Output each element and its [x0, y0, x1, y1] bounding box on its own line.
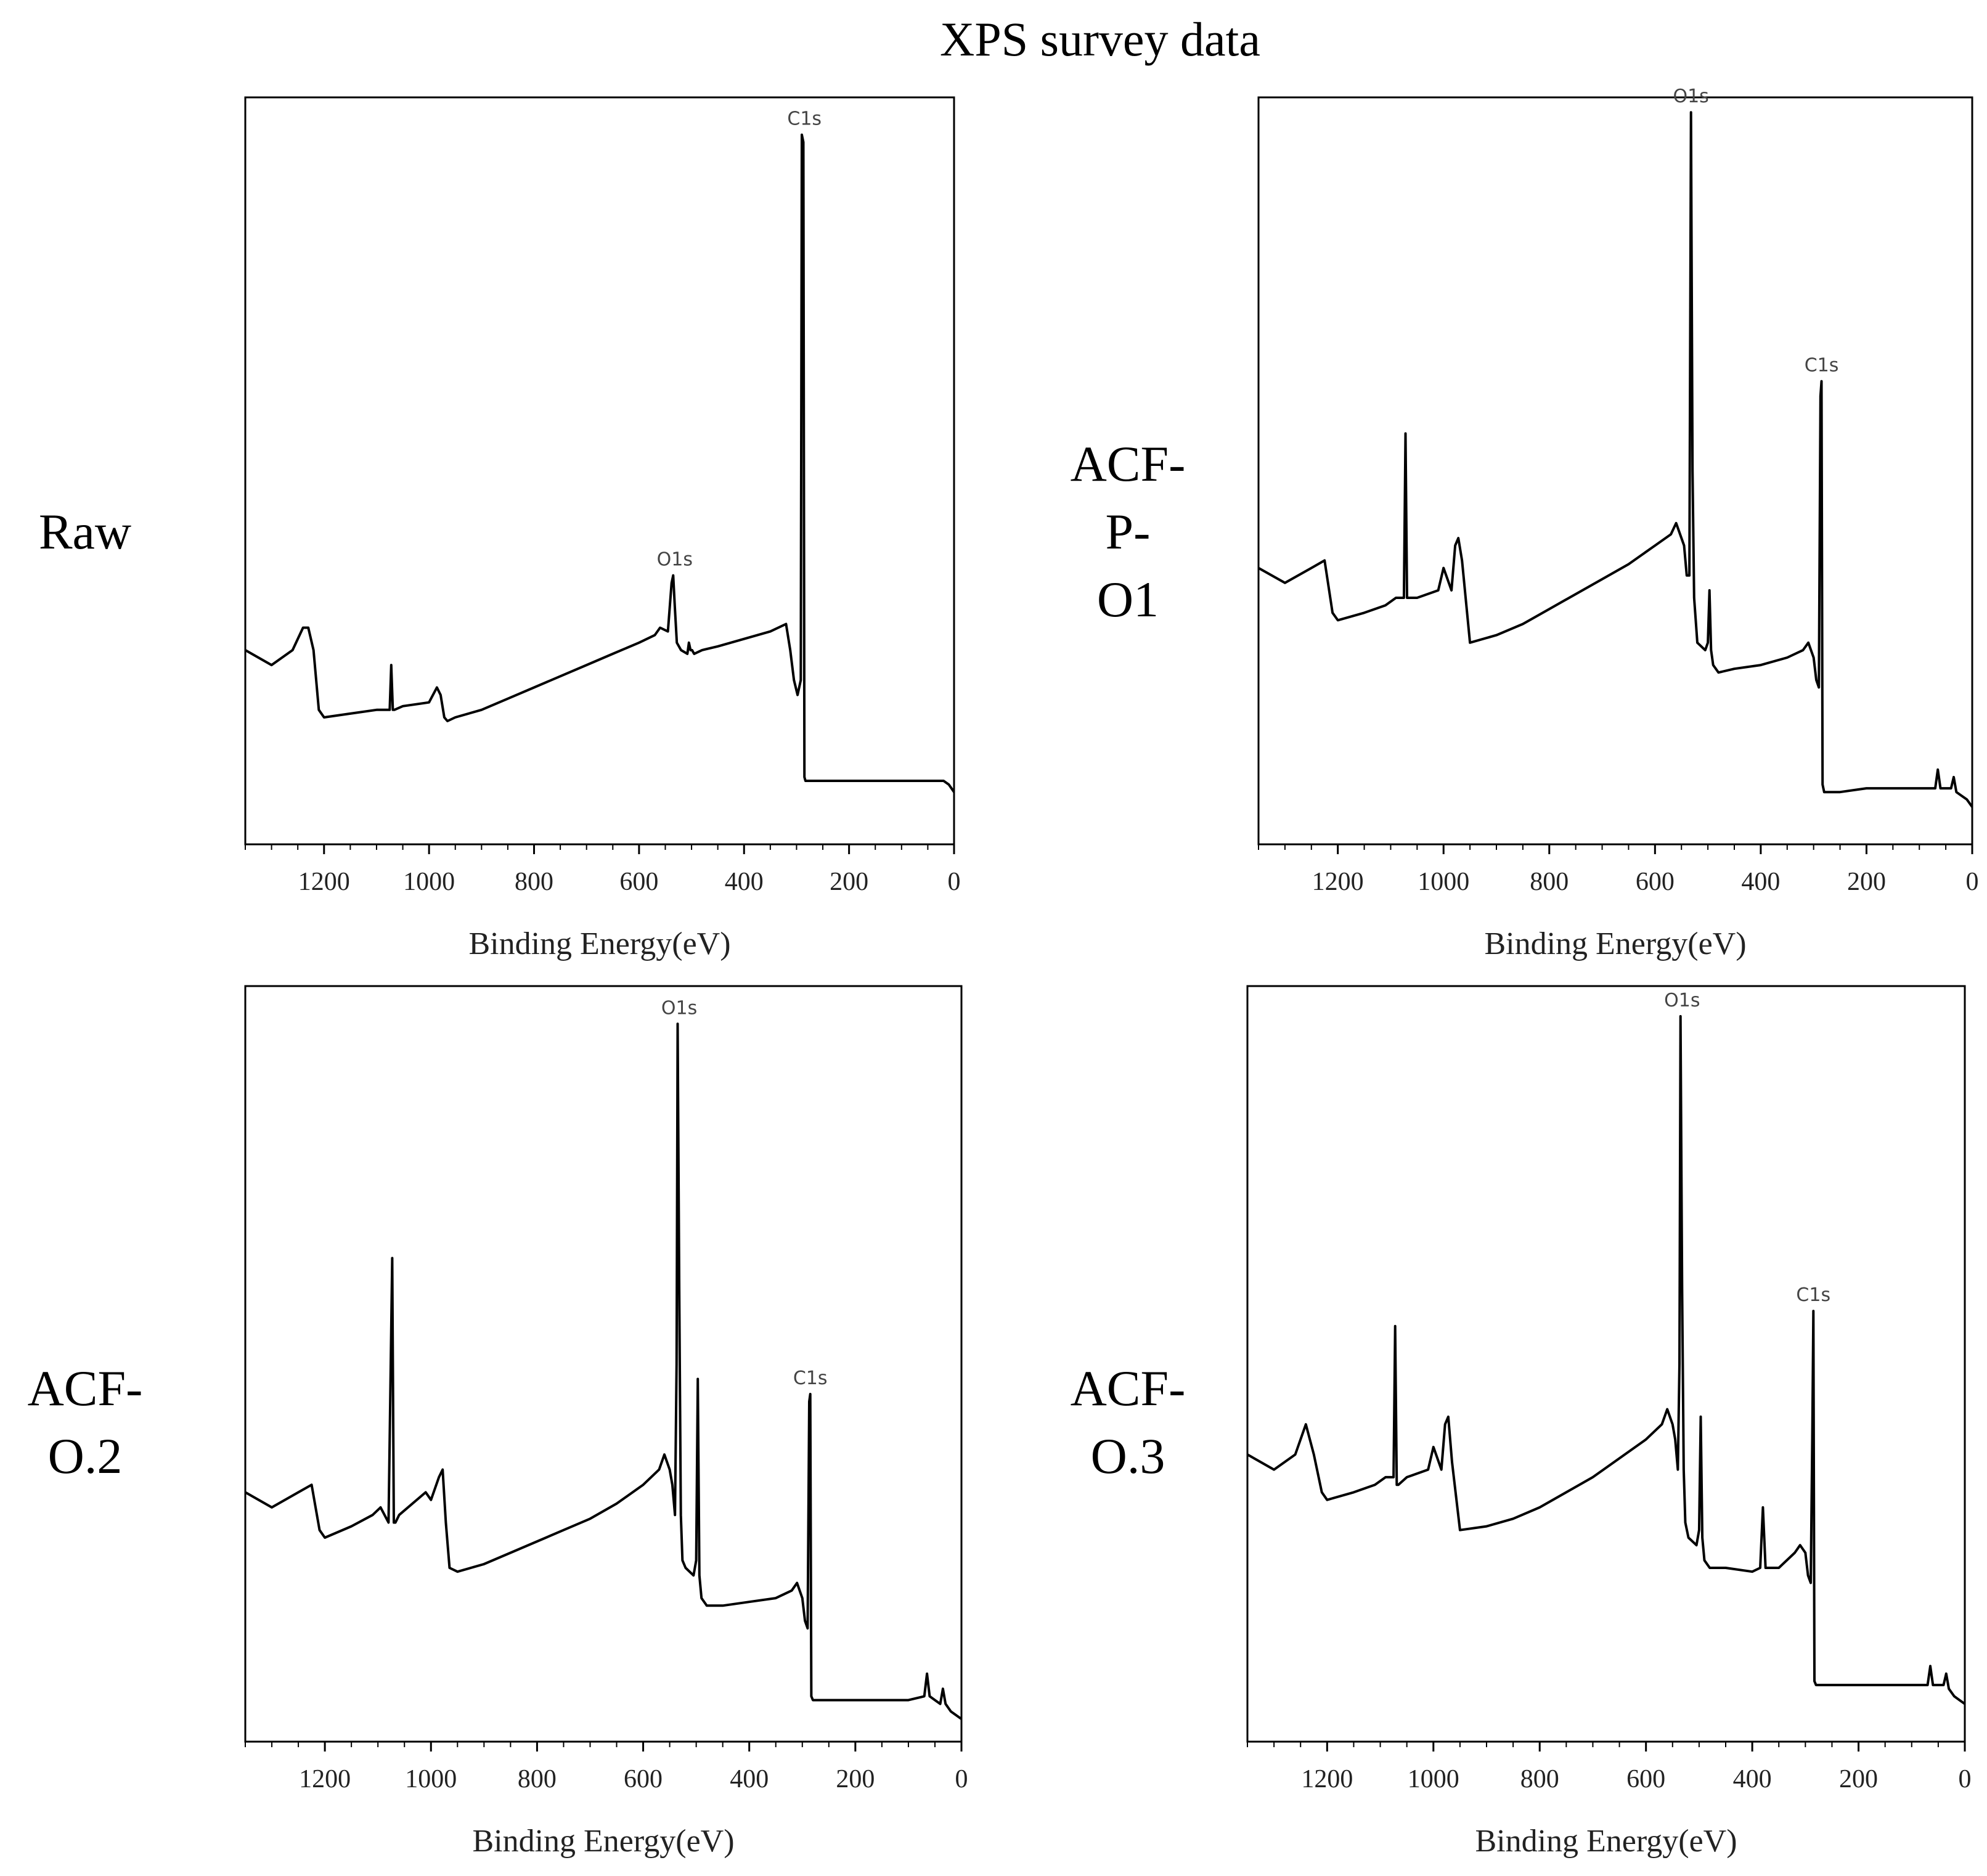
x-tick-label: 1200: [298, 868, 350, 896]
peak-label-c1s: C1s: [1796, 1284, 1830, 1306]
x-tick-label: 0: [1966, 868, 1979, 896]
spectrum-line-acf-o-2: [245, 1022, 963, 1720]
peak-label-c1s: C1s: [1805, 355, 1839, 377]
x-tick-label: 1200: [299, 1765, 351, 1793]
peak-label-o1s: O1s: [1664, 990, 1700, 1011]
x-tick-label: 200: [830, 868, 868, 896]
x-tick-label: 800: [1520, 1765, 1559, 1793]
x-tick-label: 1200: [1312, 868, 1364, 896]
xps-panel-acf-o3: 1200 1000 800 600 400 200 0 Binding Energy(eV) O…: [1246, 985, 1972, 1859]
x-tick-label: 400: [725, 868, 764, 896]
peak-label-o1s: O1s: [661, 997, 697, 1019]
figure-title: XPS survey data: [940, 12, 1260, 66]
x-axis-label: Binding Energy(eV): [468, 926, 730, 961]
x-tick-label: 600: [1636, 868, 1675, 896]
sample-label-acf-o2-line1: ACF-: [28, 1360, 143, 1416]
x-tick-label: 200: [836, 1765, 875, 1793]
x-tick-label: 800: [518, 1765, 557, 1793]
x-tick-label: 1000: [1418, 868, 1469, 896]
sample-label-acf-p-o1-line3: O1: [1097, 571, 1159, 627]
peak-label-c1s: C1s: [793, 1368, 828, 1389]
x-tick-label: 600: [624, 1765, 663, 1793]
plot-frame: [244, 985, 963, 1743]
x-axis-label: Binding Energy(eV): [472, 1824, 734, 1859]
x-tick-label: 1000: [403, 868, 455, 896]
sample-label-acf-o3-line1: ACF-: [1071, 1360, 1186, 1416]
peak-label-c1s: C1s: [787, 108, 822, 130]
plot-frame: [1246, 985, 1966, 1743]
x-tick-label: 0: [955, 1765, 968, 1793]
sample-label-acf-p-o1-line1: ACF-: [1071, 436, 1186, 492]
x-tick-label: 800: [1530, 868, 1569, 896]
x-tick-label: 1000: [405, 1765, 457, 1793]
spectrum-line-acf-o-3: [1247, 1015, 1966, 1705]
sample-label-raw: Raw: [39, 504, 131, 560]
x-tick-label: 0: [1959, 1765, 1972, 1793]
x-tick-label: 800: [515, 868, 553, 896]
sample-label-acf-o3-line2: O.3: [1091, 1428, 1165, 1484]
sample-label-acf-o2-line2: O.2: [48, 1428, 123, 1484]
sample-label-acf-p-o1-line2: P-: [1106, 504, 1151, 560]
peak-label-o1s: O1s: [1673, 86, 1708, 107]
plot-frame: [244, 96, 955, 846]
x-tick-label: 400: [1741, 868, 1780, 896]
x-tick-label: 200: [1839, 1765, 1878, 1793]
x-axis-label: Binding Energy(eV): [1484, 926, 1746, 961]
x-tick-label: 0: [948, 868, 961, 896]
x-tick-label: 200: [1847, 868, 1886, 896]
x-tick-label: 400: [730, 1765, 769, 1793]
x-tick-label: 1000: [1408, 1765, 1459, 1793]
spectrum-line-raw: [245, 133, 955, 793]
x-tick-label: 600: [1626, 1765, 1665, 1793]
xps-panel-raw: 1200 1000 800 600 400 200 0 Binding Energy(eV) C…: [244, 96, 961, 961]
x-tick-label: 1200: [1301, 1765, 1353, 1793]
spectrum-line-acf-p-o1: [1258, 111, 1973, 808]
x-tick-label: 400: [1733, 1765, 1772, 1793]
x-tick-label: 600: [619, 868, 658, 896]
sample-labels: Raw ACF- P- O1 ACF- O.2 ACF- O.3: [28, 436, 1186, 1484]
plot-frame: [1257, 96, 1973, 846]
x-axis-label: Binding Energy(eV): [1475, 1824, 1737, 1859]
xps-panel-acf-o2: 1200 1000 800 600 400 200 0 Binding Energy(eV) O…: [244, 985, 968, 1859]
peak-label-o1s: O1s: [657, 549, 693, 571]
xps-panel-acf-p-o1: 1200 1000 800 600 400 200 0 Binding Energy(eV) O…: [1257, 86, 1979, 961]
